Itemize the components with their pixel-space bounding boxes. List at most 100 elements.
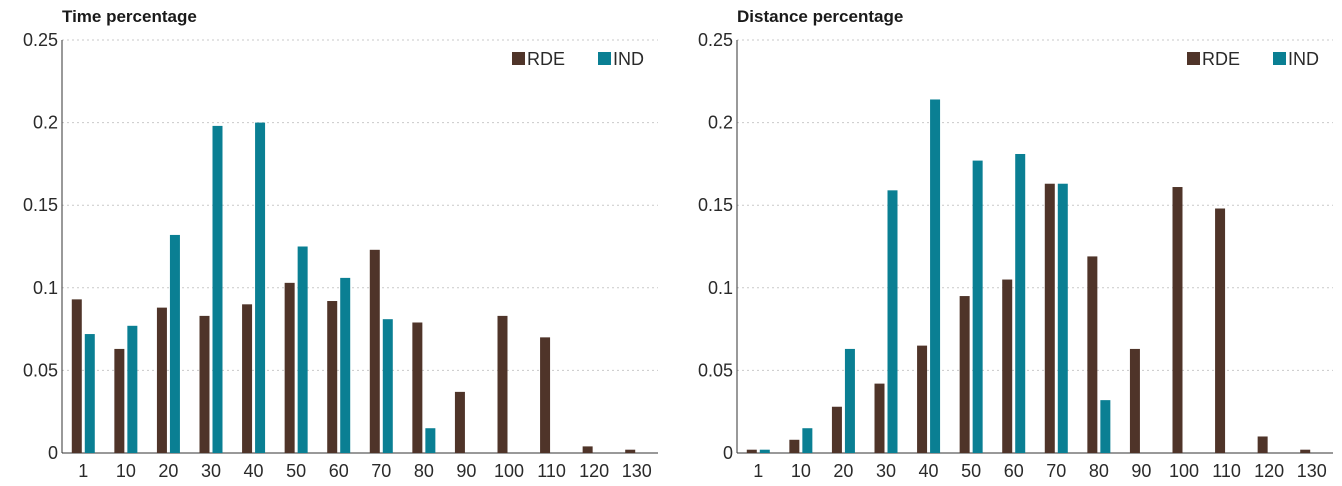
x-tick-label: 10 [116, 461, 136, 481]
x-tick-label: 110 [1212, 461, 1241, 481]
legend: RDE IND [512, 49, 644, 69]
bar-ind-30 [887, 190, 898, 453]
x-tick-label: 30 [201, 461, 221, 481]
x-tick-label: 1 [753, 461, 763, 481]
y-tick-label: 0.15 [23, 195, 58, 215]
y-tick-label: 0.15 [698, 195, 733, 215]
x-tick-label: 50 [961, 461, 981, 481]
bar-rde-130 [1300, 449, 1311, 453]
x-tick-label: 90 [1131, 461, 1151, 481]
bar-ind-70 [382, 319, 393, 453]
legend-swatch-ind [1273, 52, 1286, 65]
x-tick-label: 110 [537, 461, 566, 481]
bar-rde-100 [1172, 187, 1183, 453]
chart-title: Distance percentage [737, 7, 903, 26]
x-tick-label: 20 [833, 461, 853, 481]
bar-ind-1 [759, 449, 770, 453]
y-tick-label: 0.2 [708, 113, 733, 133]
legend-label-rde: RDE [527, 49, 565, 69]
bar-rde-70 [369, 249, 380, 453]
bar-rde-30 [874, 383, 885, 453]
x-tick-label: 1 [78, 461, 88, 481]
x-tick-label: 70 [371, 461, 391, 481]
y-tick-label: 0.25 [698, 30, 733, 50]
legend-swatch-rde [512, 52, 525, 65]
bar-ind-1 [84, 334, 95, 453]
x-tick-label: 30 [876, 461, 896, 481]
bar-rde-70 [1044, 183, 1055, 453]
y-tick-label: 0.05 [23, 360, 58, 380]
x-tick-label: 90 [456, 461, 476, 481]
x-tick-label: 70 [1046, 461, 1066, 481]
bar-ind-20 [844, 348, 855, 453]
x-tick-label: 60 [329, 461, 349, 481]
legend: RDE IND [1187, 49, 1319, 69]
legend-label-ind: IND [613, 49, 644, 69]
bar-rde-1 [71, 299, 82, 453]
bar-ind-60 [1015, 153, 1026, 453]
bar-rde-90 [1129, 348, 1140, 453]
bar-rde-20 [156, 307, 167, 453]
bar-ind-80 [1100, 400, 1111, 453]
y-tick-label: 0 [723, 443, 733, 463]
x-tick-label: 130 [622, 461, 652, 481]
x-tick-label: 120 [1254, 461, 1284, 481]
bar-rde-1 [746, 449, 757, 453]
bar-rde-40 [917, 345, 928, 453]
bar-rde-100 [497, 315, 508, 453]
x-tick-label: 130 [1297, 461, 1327, 481]
bar-rde-120 [1257, 436, 1268, 453]
chart-title: Time percentage [62, 7, 197, 26]
bar-ind-10 [802, 428, 813, 453]
bar-rde-20 [831, 406, 842, 453]
legend-label-ind: IND [1288, 49, 1319, 69]
x-tick-label: 80 [414, 461, 434, 481]
legend-swatch-rde [1187, 52, 1200, 65]
x-tick-label: 40 [919, 461, 939, 481]
bar-rde-60 [327, 301, 338, 453]
bar-ind-60 [340, 277, 351, 453]
bar-rde-60 [1002, 279, 1013, 453]
bar-rde-90 [454, 391, 465, 453]
bar-rde-30 [199, 315, 210, 453]
bar-ind-40 [930, 99, 941, 454]
x-tick-label: 40 [244, 461, 264, 481]
y-tick-label: 0.2 [33, 113, 58, 133]
x-tick-label: 100 [1169, 461, 1199, 481]
bar-rde-10 [114, 348, 125, 453]
bar-ind-50 [297, 246, 308, 453]
x-tick-label: 120 [579, 461, 609, 481]
bar-ind-30 [212, 125, 223, 454]
bar-rde-120 [582, 446, 593, 453]
y-tick-label: 0.25 [23, 30, 58, 50]
x-tick-label: 80 [1089, 461, 1109, 481]
bar-rde-80 [1087, 256, 1098, 453]
bar-rde-110 [540, 337, 551, 453]
legend-swatch-ind [598, 52, 611, 65]
bar-rde-110 [1215, 208, 1226, 453]
x-tick-label: 20 [158, 461, 178, 481]
bar-rde-130 [625, 449, 636, 453]
y-tick-label: 0.1 [33, 278, 58, 298]
y-tick-label: 0.1 [708, 278, 733, 298]
y-tick-label: 0 [48, 443, 58, 463]
bar-ind-70 [1057, 183, 1068, 453]
x-tick-label: 60 [1004, 461, 1024, 481]
bar-ind-40 [255, 122, 266, 453]
bar-ind-80 [425, 428, 436, 453]
x-tick-label: 10 [791, 461, 811, 481]
bar-rde-50 [959, 296, 970, 453]
bar-ind-50 [972, 160, 983, 453]
y-tick-label: 0.05 [698, 360, 733, 380]
bar-rde-10 [789, 439, 800, 453]
bar-ind-20 [169, 234, 180, 453]
bar-rde-40 [242, 304, 253, 453]
x-tick-label: 100 [494, 461, 524, 481]
x-tick-label: 50 [286, 461, 306, 481]
bar-rde-80 [412, 322, 423, 453]
bar-ind-10 [127, 325, 138, 453]
legend-label-rde: RDE [1202, 49, 1240, 69]
